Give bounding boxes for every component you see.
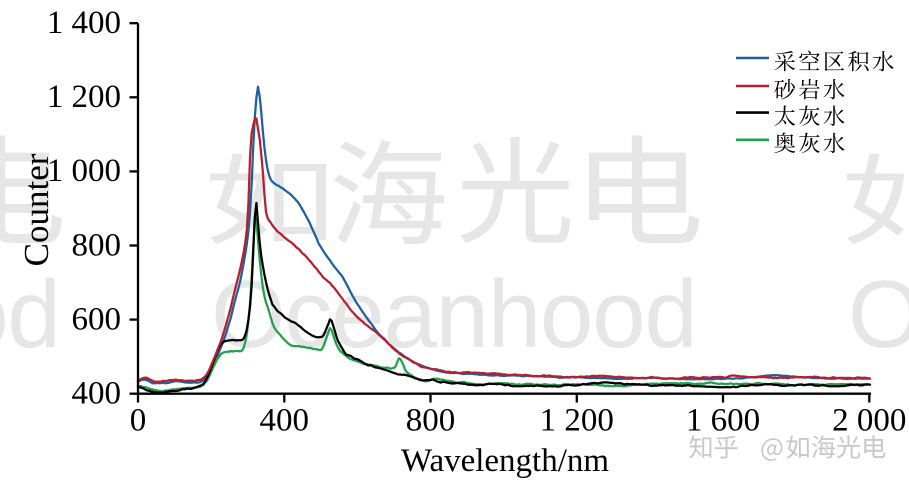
svg-text:800: 800 <box>406 403 456 439</box>
svg-text:600: 600 <box>72 301 122 337</box>
svg-text:Oceanhood: Oceanhood <box>0 261 60 368</box>
svg-text:400: 400 <box>260 403 310 439</box>
svg-text:2 000: 2 000 <box>832 403 906 439</box>
svg-text:1 200: 1 200 <box>47 79 121 115</box>
svg-text:1 600: 1 600 <box>686 403 760 439</box>
svg-text:Oceanhood: Oceanhood <box>848 261 909 368</box>
svg-text:1 200: 1 200 <box>540 403 614 439</box>
svg-text:Counter: Counter <box>17 153 56 266</box>
svg-text:Wavelength/nm: Wavelength/nm <box>401 443 609 479</box>
svg-text:800: 800 <box>72 227 122 263</box>
svg-text:Oceanhood: Oceanhood <box>211 261 697 368</box>
svg-text:1 400: 1 400 <box>47 5 121 41</box>
svg-text:400: 400 <box>72 376 122 412</box>
svg-text:1 000: 1 000 <box>47 153 121 189</box>
svg-text:0: 0 <box>130 403 147 439</box>
